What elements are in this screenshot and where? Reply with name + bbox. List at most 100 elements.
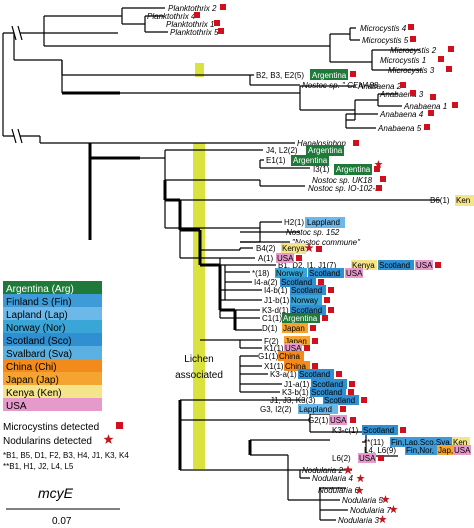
legend-nodularins: Nodularins detected xyxy=(3,436,92,447)
lichen-associated-bar xyxy=(193,143,205,469)
tip-anabaena-2: Anabaena 2 xyxy=(357,82,402,91)
tag-s11-kenya: Ken xyxy=(453,438,467,447)
tip-c1: C1(1) xyxy=(262,314,282,323)
tag-l4-usa: USA xyxy=(454,446,471,455)
tip-i4a: I4-a(2) xyxy=(254,278,278,287)
tip-anabaena-3: Anabaena 3 xyxy=(379,90,424,99)
tip-b2-b3-e2: B2, B3, E2(5) xyxy=(256,71,304,80)
tag-g2-usa: USA xyxy=(330,416,347,425)
legend-scotland: Scotland (Sco) xyxy=(6,336,72,347)
tag-i4a-scotland: Scotland xyxy=(281,278,312,287)
tip-microcystis-5: Microcystis 5 xyxy=(362,36,409,45)
tip-microcystis-1: Microcystis 1 xyxy=(380,56,426,65)
tip-k1: K1(1) xyxy=(264,344,284,353)
tag-s18-norway: Norway xyxy=(276,269,303,278)
tip-d1: D(1) xyxy=(262,324,278,333)
legend-lapland: Lapland (Lap) xyxy=(6,310,68,321)
tip-e1: E1(1) xyxy=(266,156,286,165)
tag-k3c-scotland: Scotland xyxy=(363,426,394,435)
legend-usa: USA xyxy=(6,401,27,412)
tag-e1-argentina: Argentina xyxy=(293,156,328,165)
tip-microcystis-4: Microcystis 4 xyxy=(360,24,407,33)
tag-l4-finnor: Fin,Nor, xyxy=(406,446,434,455)
tip-nostoc-152: Nostoc sp. 152 xyxy=(286,228,340,237)
tip-k3b: K3-b(1) xyxy=(282,388,309,397)
tip-f2: F(2) xyxy=(264,337,279,346)
tip-nodularia-3: Nodularia 3 xyxy=(338,516,379,525)
tag-b4-kenya: Kenya xyxy=(282,244,305,253)
tip-b4: B4(2) xyxy=(256,244,276,253)
tag-l4-japan: Jap, xyxy=(438,446,453,455)
tip-i3: I3(1) xyxy=(313,165,330,174)
tag-b1-kenya: Kenya xyxy=(352,261,375,270)
tag-i3-argentina: Argentina xyxy=(336,165,371,174)
legend-japan: Japan (Jap) xyxy=(6,375,59,386)
tag-k1-usa: USA xyxy=(285,344,302,353)
tip-b6: B6(1) xyxy=(430,196,450,205)
tip-microcystis-3: Microcystis 3 xyxy=(388,66,435,75)
tip-nostoc-io102: Nostoc sp. IO-102-I xyxy=(308,184,378,193)
tip-nostoc-uk18: Nostoc sp. UK18 xyxy=(312,176,373,185)
tip-planktothrix-2: Planktothrix 2 xyxy=(168,4,217,13)
tip-star11: **(11) xyxy=(364,438,384,447)
tag-j1b-norway: Norway xyxy=(291,296,318,305)
tag-d1-japan: Japan xyxy=(283,324,305,333)
tag-l6-usa: USA xyxy=(359,454,376,463)
footnote-double-star: **B1, H1, J2, L4, L5 xyxy=(3,462,74,471)
tag-k3b-scotland: Scotland xyxy=(311,388,342,397)
lichen-label-2: associated xyxy=(175,370,223,381)
tip-j1b: J1-b(1) xyxy=(264,296,290,305)
tag-c1-argentina: Argentina xyxy=(283,314,318,323)
tag-j4-argentina: Argentina xyxy=(308,146,343,155)
tip-k3c: K3-c(1) xyxy=(332,426,359,435)
tip-b1-d2-i1-j1: B1, D2, I1, J1(7) xyxy=(278,261,337,270)
legend-microcystins: Microcystins detected xyxy=(3,422,99,433)
tip-hapalosiphon: Hapalosiphon xyxy=(297,139,346,148)
tag-b1-scotland: Scotland xyxy=(379,261,410,270)
tag-k3a-scotland: Scotland xyxy=(299,370,330,379)
tip-i4b: I4-b(1) xyxy=(264,286,288,295)
tag-s18-usa: USA xyxy=(346,269,363,278)
tip-k3a: K3-a(1) xyxy=(270,370,297,379)
tag-b1-usa: USA xyxy=(416,261,433,270)
tip-nodularia-6: Nodularia 6 xyxy=(318,486,359,495)
tip-planktothrix-1: Planktothrix 1 xyxy=(166,20,214,29)
tip-h2: H2(1) xyxy=(284,218,304,227)
lichen-label-1: Lichen xyxy=(184,354,213,365)
legend-norway: Norway (Nor) xyxy=(6,323,65,334)
tip-g2: G2(1) xyxy=(308,416,329,425)
tip-nodularia-5: Nodularia 5 xyxy=(342,496,383,505)
tip-planktothrix-5: Planktothrix 5 xyxy=(170,28,219,37)
tag-b2-argentina: Argentina xyxy=(312,71,347,80)
legend-china: China (Chi) xyxy=(6,362,57,373)
tree-branches xyxy=(2,7,422,187)
tip-star18: *(18) xyxy=(252,269,270,278)
tag-g1-china: China xyxy=(279,352,300,361)
tag-s18-scotland: Scotland xyxy=(309,269,340,278)
tip-nodularia-7: Nodularia 7 xyxy=(350,506,391,515)
tag-j1a-scotland: Scotland xyxy=(312,380,343,389)
scale-value: 0.07 xyxy=(52,516,72,527)
tag-k3d-scotland: Scotland xyxy=(291,306,322,315)
tip-anabaena-1: Anabaena 1 xyxy=(403,102,447,111)
tip-j1-j3-k3: J1, J3, K3(3) xyxy=(270,396,316,405)
tip-nodularia-2: Nodularia 2 xyxy=(302,466,343,475)
tip-j1a: J1-a(1) xyxy=(284,380,310,389)
country-legend: Argentina (Arg) Finland S (Fin) Lapland … xyxy=(3,281,129,527)
legend-kenya: Kenya (Ken) xyxy=(6,388,62,399)
tip-j4-l2: J4, L2(2) xyxy=(266,146,298,155)
tip-g1: G1(1) xyxy=(258,352,279,361)
tip-labels: Planktothrix 2 Planktothrix 4 Planktothr… xyxy=(147,4,450,525)
tip-microcystis-2: Microcystis 2 xyxy=(390,46,437,55)
tip-k3d: K3-d(1) xyxy=(262,306,289,315)
tag-a1-usa: USA xyxy=(277,254,294,263)
legend-nodularin-star xyxy=(103,434,114,444)
tip-anabaena-4: Anabaena 4 xyxy=(379,110,424,119)
tip-anabaena-5: Anabaena 5 xyxy=(377,124,422,133)
tag-s11-finlapscosva: Fin,Lap,Sco,Sva, xyxy=(391,438,452,447)
microcystin-markers xyxy=(194,4,458,461)
lichen-bar-small xyxy=(195,63,204,77)
tag-b6-kenya: Ken xyxy=(456,196,470,205)
country-tags: Argentina Argentina Argentina Argentina … xyxy=(275,69,474,463)
